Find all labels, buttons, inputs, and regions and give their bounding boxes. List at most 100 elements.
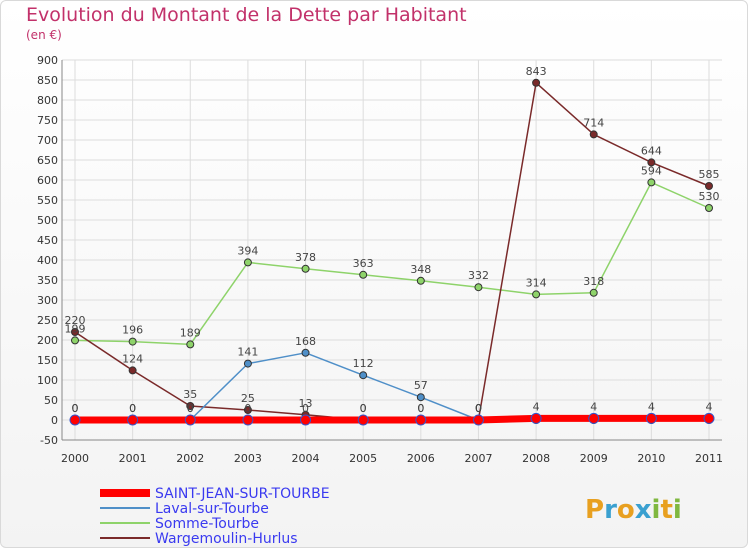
data-point-3 xyxy=(532,78,541,87)
data-label-2: 318 xyxy=(583,275,604,288)
data-label-3: 124 xyxy=(122,352,143,365)
data-label-3: 13 xyxy=(299,397,313,410)
data-point-2 xyxy=(647,178,656,187)
data-point-1 xyxy=(416,393,425,402)
data-point-0 xyxy=(703,412,715,424)
data-point-0 xyxy=(645,412,657,424)
data-point-3 xyxy=(128,366,137,375)
data-label-3: 843 xyxy=(526,65,547,78)
data-label-0: 0 xyxy=(302,402,309,415)
data-label-2: 189 xyxy=(180,326,201,339)
legend-entry-0: SAINT-JEAN-SUR-TOURBE xyxy=(155,486,330,502)
data-label-2: 594 xyxy=(641,164,662,177)
data-label-1: 0 xyxy=(187,402,194,415)
legend-entry-1: Laval-sur-Tourbe xyxy=(155,501,269,517)
x-tick-label: 2010 xyxy=(637,452,665,465)
y-tick-label: 50 xyxy=(44,394,58,407)
legend-entry-2: Somme-Tourbe xyxy=(155,516,259,532)
series-line-3 xyxy=(74,82,710,421)
data-point-2 xyxy=(474,283,483,292)
proxiti-logo: Proxiti xyxy=(585,495,682,525)
data-label-3: 0 xyxy=(417,402,424,415)
x-tick-label: 2011 xyxy=(695,452,723,465)
y-tick-label: 450 xyxy=(37,234,58,247)
x-tick-label: 2004 xyxy=(292,452,320,465)
grid-lines xyxy=(62,59,722,441)
logo-letter: i xyxy=(652,495,661,525)
data-point-0 xyxy=(415,414,427,426)
y-tick-label: 300 xyxy=(37,294,58,307)
data-point-1 xyxy=(243,359,252,368)
data-label-0: 0 xyxy=(475,402,482,415)
data-label-0: 0 xyxy=(72,402,79,415)
x-tick-label: 2009 xyxy=(580,452,608,465)
y-tick-label: 150 xyxy=(37,354,58,367)
data-label-1: 0 xyxy=(475,402,482,415)
y-tick-label: 550 xyxy=(37,194,58,207)
data-label-2: 530 xyxy=(699,190,720,203)
logo-letter: x xyxy=(635,495,652,525)
y-tick-label: -50 xyxy=(40,434,58,447)
data-label-3: 0 xyxy=(360,402,367,415)
data-point-2 xyxy=(359,270,368,279)
data-label-1: 57 xyxy=(414,379,428,392)
series-group xyxy=(69,78,715,426)
y-tick-label: 700 xyxy=(37,134,58,147)
data-label-0: 0 xyxy=(244,402,251,415)
data-label-2: 332 xyxy=(468,269,489,282)
x-tick-label: 2006 xyxy=(407,452,435,465)
data-point-0 xyxy=(472,414,484,426)
logo-letter: t xyxy=(660,495,672,525)
data-label-0: 0 xyxy=(360,402,367,415)
data-point-3 xyxy=(71,328,79,336)
x-tick-label: 2005 xyxy=(349,452,377,465)
logo-letter: P xyxy=(585,495,604,525)
data-point-2 xyxy=(128,337,137,346)
y-tick-label: 900 xyxy=(37,54,58,67)
x-tick-labels: 2000 2001 2002 2003 2004 2005 2006 2007 2008 2009… xyxy=(61,452,723,465)
data-point-0 xyxy=(242,414,254,426)
y-tick-label: 500 xyxy=(37,214,58,227)
series-line-1 xyxy=(75,352,709,421)
data-label-2: 314 xyxy=(526,276,547,289)
data-label-3: 35 xyxy=(183,388,197,401)
data-label-0: 0 xyxy=(187,402,194,415)
x-tick-label: 2001 xyxy=(119,452,147,465)
data-labels: 199 196 189 394 378 363 348 332 314 318 594 530 220 1… xyxy=(65,65,720,415)
legend-entry-3: Wargemoulin-Hurlus xyxy=(155,531,298,547)
data-point-2 xyxy=(243,258,252,267)
data-point-1 xyxy=(301,348,310,357)
data-label-1: 112 xyxy=(353,357,374,370)
x-tick-label: 2002 xyxy=(176,452,204,465)
y-tick-label: 250 xyxy=(37,314,58,327)
data-point-3 xyxy=(186,402,195,410)
data-point-2 xyxy=(705,204,713,212)
data-label-3: 714 xyxy=(583,116,604,129)
data-point-2 xyxy=(416,276,425,285)
x-tick-label: 2007 xyxy=(464,452,492,465)
x-tick-label: 2000 xyxy=(61,452,89,465)
data-label-0: 4 xyxy=(590,400,597,413)
data-label-0: 4 xyxy=(533,400,540,413)
y-tick-label: 100 xyxy=(37,374,58,387)
y-tick-label: 350 xyxy=(37,274,58,287)
series-line-2 xyxy=(74,181,710,346)
y-tick-labels: -50 0 50 100 150 200 250 300 350 400 450 500 550 600 6… xyxy=(37,54,58,447)
y-tick-label: 650 xyxy=(37,154,58,167)
y-tick-label: 0 xyxy=(51,414,58,427)
data-point-2 xyxy=(186,340,195,349)
data-label-1: 0 xyxy=(72,402,79,415)
y-tick-label: 800 xyxy=(37,94,58,107)
data-point-2 xyxy=(532,290,541,299)
y-tick-label: 400 xyxy=(37,254,58,267)
data-label-1: 0 xyxy=(129,402,136,415)
data-label-0: 4 xyxy=(706,400,713,413)
legend: SAINT-JEAN-SUR-TOURBELaval-sur-TourbeSom… xyxy=(100,486,330,547)
data-label-2: 363 xyxy=(353,257,374,270)
data-label-1: 141 xyxy=(237,346,258,359)
data-label-2: 394 xyxy=(237,244,258,257)
data-point-0 xyxy=(300,414,312,426)
data-label-0: 0 xyxy=(417,402,424,415)
data-label-2: 348 xyxy=(410,263,431,276)
